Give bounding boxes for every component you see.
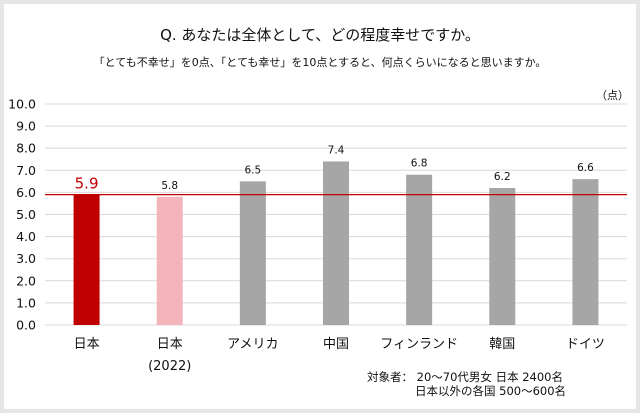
- x-tick-label: アメリカ: [227, 337, 278, 352]
- y-tick-label: 10.0: [8, 97, 36, 112]
- data-label: 5.8: [161, 180, 178, 192]
- bar: [323, 161, 349, 325]
- x-tick-label: フィンランド: [380, 337, 458, 352]
- chart-panel: [4, 4, 636, 409]
- x-tick-label: 日本: [157, 337, 183, 352]
- y-tick-label: 0.0: [16, 318, 36, 333]
- bar: [406, 174, 433, 325]
- bar: [239, 181, 266, 325]
- y-tick-label: 2.0: [16, 273, 36, 288]
- x-tick-label: (2022): [148, 359, 191, 374]
- y-tick-label: 3.0: [16, 251, 36, 266]
- data-label: 6.8: [411, 158, 428, 170]
- y-tick-label: 5.0: [16, 207, 36, 222]
- chart-title: Q. あなたは全体として、どの程度幸せですか。: [160, 26, 480, 44]
- footnote-line2: 日本以外の各国 500～600名: [415, 384, 567, 398]
- x-tick-label: ドイツ: [566, 337, 605, 352]
- x-tick-label: 中国: [323, 337, 349, 352]
- y-tick-label: 4.0: [16, 229, 36, 244]
- y-tick-label: 9.0: [16, 119, 36, 134]
- data-label: 5.9: [75, 175, 99, 193]
- footnote-line1: 対象者： 20～70代男女 日本 2400名: [367, 370, 563, 384]
- data-label: 6.2: [494, 171, 511, 183]
- chart-subtitle: 「とても不幸せ」を0点、「とても幸せ」を10点とすると、何点くらいになると思いま…: [93, 56, 547, 69]
- y-tick-label: 1.0: [16, 295, 36, 310]
- x-tick-label: 日本: [74, 337, 100, 352]
- y-tick-label: 8.0: [16, 141, 36, 156]
- unit-label: （点）: [596, 89, 629, 102]
- bar: [572, 179, 599, 325]
- data-label: 6.6: [577, 162, 594, 174]
- bar: [73, 194, 100, 325]
- data-label: 7.4: [328, 144, 345, 156]
- y-tick-label: 7.0: [16, 163, 36, 178]
- bar: [489, 187, 516, 325]
- data-label: 6.5: [245, 164, 262, 176]
- x-tick-label: 韓国: [489, 337, 515, 352]
- y-tick-label: 6.0: [16, 185, 36, 200]
- bar: [156, 196, 183, 325]
